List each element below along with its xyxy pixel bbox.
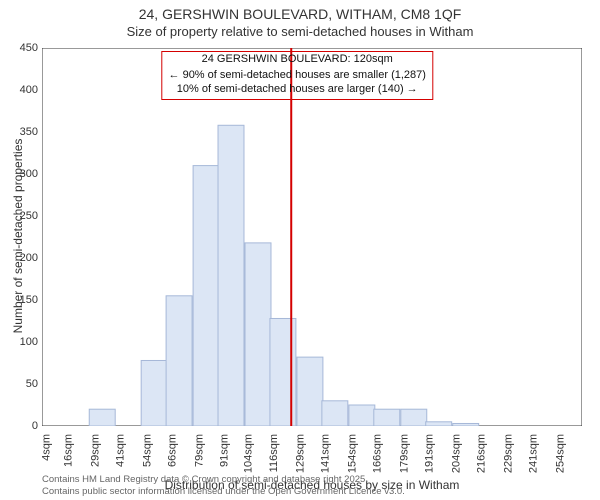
y-tick-label: 150 [20, 294, 38, 306]
x-tick-label: 104sqm [242, 434, 254, 473]
x-tick-label: 91sqm [218, 434, 230, 467]
x-tick-label: 129sqm [294, 434, 306, 473]
x-tick-label: 166sqm [371, 434, 383, 473]
x-tick-label: 216sqm [475, 434, 487, 473]
x-tick-label: 229sqm [502, 434, 514, 473]
x-tick-label: 29sqm [90, 434, 102, 467]
x-tick-label: 241sqm [527, 434, 539, 473]
y-tick-label: 400 [20, 84, 38, 96]
footer-line-2: Contains public sector information licen… [42, 486, 405, 498]
x-tick-label: 4sqm [41, 434, 53, 461]
x-tick-label: 254sqm [554, 434, 566, 473]
y-tick-label: 100 [20, 336, 38, 348]
marker-annotation: 24 GERSHWIN BOULEVARD: 120sqm ← 90% of s… [162, 51, 433, 100]
x-tick-label: 191sqm [423, 434, 435, 473]
x-tick-label: 79sqm [194, 434, 206, 467]
x-tick-label: 16sqm [63, 434, 75, 467]
y-tick-label: 200 [20, 252, 38, 264]
footer-line-1: Contains HM Land Registry data © Crown c… [42, 474, 405, 486]
x-tick-label: 54sqm [142, 434, 154, 467]
annotation-main: 24 GERSHWIN BOULEVARD: 120sqm [202, 53, 393, 65]
x-tick-label: 66sqm [167, 434, 179, 467]
page-subtitle: Size of property relative to semi-detach… [0, 24, 600, 40]
annotation-larger: 10% of semi-detached houses are larger (… [177, 83, 418, 95]
x-tick-label: 204sqm [450, 434, 462, 473]
x-tick-label: 141sqm [319, 434, 331, 473]
y-tick-label: 250 [20, 210, 38, 222]
page-title: 24, GERSHWIN BOULEVARD, WITHAM, CM8 1QF [0, 6, 600, 24]
annotation-smaller: ← 90% of semi-detached houses are smalle… [169, 69, 426, 81]
y-tick-label: 350 [20, 126, 38, 138]
x-tick-label: 116sqm [268, 434, 280, 472]
x-tick-label: 41sqm [115, 434, 127, 467]
y-tick-label: 50 [26, 378, 38, 390]
x-tick-label: 154sqm [346, 434, 358, 473]
y-tick-label: 300 [20, 168, 38, 180]
histogram-chart: Number of semi-detached properties Distr… [42, 48, 582, 426]
y-tick-label: 450 [20, 42, 38, 54]
x-tick-label: 179sqm [398, 434, 410, 473]
attribution-footer: Contains HM Land Registry data © Crown c… [42, 474, 405, 498]
y-tick-label: 0 [32, 420, 38, 432]
chart-plot-area [42, 48, 582, 426]
